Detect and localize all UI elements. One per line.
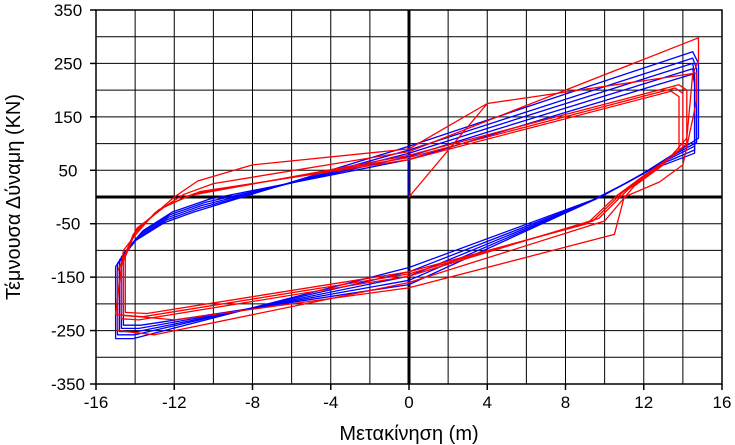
y-tick-label: 350	[54, 1, 82, 20]
y-tick-labels: 350 250 150 50 -50 -150 -250 -350	[51, 1, 85, 394]
x-tick-label: 4	[483, 393, 492, 412]
series-1-loop-4	[124, 90, 680, 315]
y-tick-label: 150	[54, 108, 82, 127]
x-axis-label: Μετακίνηση (m)	[339, 423, 478, 445]
x-tick-label: 8	[561, 393, 570, 412]
y-tick-label: -250	[51, 322, 85, 341]
x-tick-label: -16	[84, 393, 109, 412]
series-0-loop-0	[114, 51, 700, 340]
y-tick-label: -350	[51, 375, 85, 394]
series-0-loop-4	[122, 73, 696, 326]
y-tick-label: -50	[56, 215, 81, 234]
x-tick-label: 12	[634, 393, 653, 412]
y-tick-label: 250	[54, 54, 82, 73]
x-tick-label: 0	[404, 393, 413, 412]
axes	[90, 9, 723, 390]
y-axis-label: Τέμνουσα Δύναμη (KN)	[3, 94, 25, 300]
x-tick-label: -8	[245, 393, 260, 412]
y-tick-label: 50	[59, 161, 78, 180]
x-tick-label: -4	[323, 393, 338, 412]
x-tick-label: 16	[713, 393, 732, 412]
x-tick-label: -12	[162, 393, 187, 412]
series-layer	[114, 37, 700, 340]
series-1-loop-0	[114, 72, 698, 321]
x-tick-labels: -16 -12 -8 -4 0 4 8 12 16	[84, 393, 732, 412]
y-tick-label: -150	[51, 268, 85, 287]
